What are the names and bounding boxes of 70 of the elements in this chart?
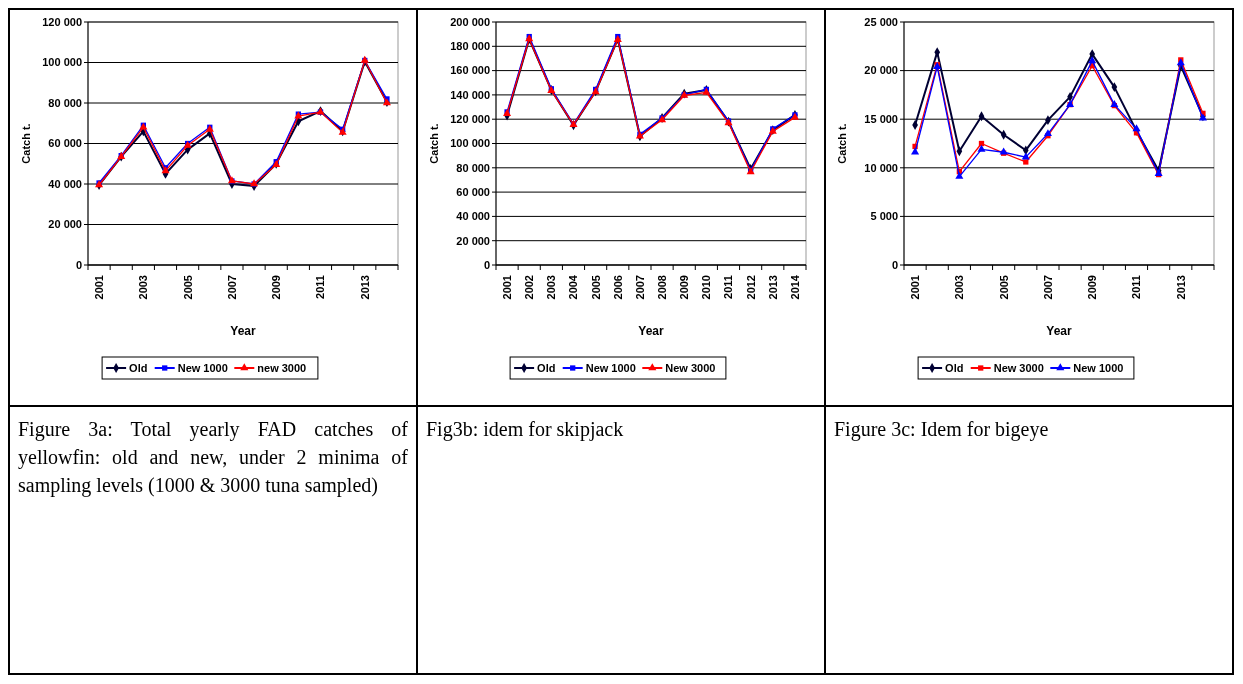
y-tick-label: 40 000 — [48, 177, 82, 190]
x-tick-label: 2007 — [225, 275, 238, 300]
y-tick-label: 40 000 — [456, 210, 490, 223]
y-tick-label: 120 000 — [450, 113, 490, 126]
y-tick-label: 80 000 — [456, 161, 490, 174]
y-tick-label: 60 000 — [456, 185, 490, 198]
legend-label: Old — [945, 361, 964, 374]
y-tick-label: 15 000 — [864, 113, 898, 126]
legend-label: Old — [129, 361, 148, 374]
x-tick-label: 2010 — [700, 275, 713, 300]
y-tick-label: 100 000 — [42, 56, 82, 69]
x-tick-label: 2013 — [1174, 275, 1187, 300]
y-tick-label: 80 000 — [48, 96, 82, 109]
y-tick-label: 140 000 — [450, 88, 490, 101]
x-tick-label: 2012 — [744, 275, 757, 300]
y-tick-label: 5 000 — [870, 210, 898, 223]
y-tick-label: 0 — [483, 258, 490, 271]
y-tick-label: 0 — [75, 258, 82, 271]
x-tick-label: 2003 — [137, 275, 150, 300]
y-tick-label: 180 000 — [450, 40, 490, 53]
y-axis-title: Catch t. — [836, 123, 848, 164]
x-tick-label: 2007 — [633, 275, 646, 300]
x-tick-label: 2002 — [523, 275, 536, 300]
x-tick-label: 2011 — [314, 275, 327, 299]
x-tick-label: 2013 — [358, 275, 371, 300]
legend-label: new 3000 — [257, 361, 307, 374]
x-axis-title: Year — [638, 324, 665, 338]
legend-label: New 1000 — [177, 361, 228, 374]
y-tick-label: 20 000 — [48, 218, 82, 231]
y-axis-title: Catch t. — [20, 123, 32, 164]
y-tick-label: 0 — [891, 258, 898, 271]
x-tick-label: 2014 — [788, 274, 801, 300]
x-tick-label: 2009 — [1086, 275, 1099, 300]
x-tick-label: 2005 — [181, 275, 194, 300]
x-tick-label: 2009 — [270, 275, 283, 300]
y-tick-label: 20 000 — [456, 234, 490, 247]
legend-label: New 3000 — [665, 361, 716, 374]
legend-label: New 1000 — [585, 361, 636, 374]
x-tick-label: 2011 — [1130, 275, 1143, 299]
y-tick-label: 200 000 — [450, 15, 490, 28]
legend-label: Old — [537, 361, 556, 374]
y-tick-label: 25 000 — [864, 15, 898, 28]
y-tick-label: 60 000 — [48, 137, 82, 150]
x-tick-label: 2006 — [611, 275, 624, 300]
legend-label: New 3000 — [993, 361, 1044, 374]
x-tick-label: 2011 — [722, 275, 735, 299]
caption: Figure 3a: Total yearly FAD catches of yellowfin: old and new, under 2 minima of sampling levels (1000 & 3000 tuna sampled) — [18, 417, 408, 499]
caption: Fig3b: idem for skipjack — [426, 417, 625, 443]
x-tick-label: 2004 — [567, 274, 580, 300]
x-tick-label: 2003 — [545, 275, 558, 300]
x-axis-title: Year — [230, 324, 257, 338]
y-tick-label: 120 000 — [42, 15, 82, 28]
x-tick-label: 2003 — [953, 275, 966, 300]
x-tick-label: 2009 — [678, 275, 691, 300]
y-axis-title: Catch t. — [428, 123, 440, 164]
legend-label: New 1000 — [1073, 361, 1124, 374]
y-tick-label: 100 000 — [450, 137, 490, 150]
y-tick-label: 160 000 — [450, 64, 490, 77]
x-axis-title: Year — [1046, 324, 1073, 338]
x-tick-label: 2001 — [92, 275, 105, 300]
x-tick-label: 2001 — [908, 275, 921, 300]
x-tick-label: 2008 — [655, 275, 668, 300]
x-tick-label: 2013 — [766, 275, 779, 300]
x-tick-label: 2001 — [500, 275, 513, 300]
x-tick-label: 2005 — [589, 275, 602, 300]
caption: Figure 3c: Idem for bigeye — [834, 417, 1050, 443]
x-tick-label: 2005 — [997, 275, 1010, 300]
x-tick-label: 2007 — [1041, 275, 1054, 300]
y-tick-label: 20 000 — [864, 64, 898, 77]
y-tick-label: 10 000 — [864, 161, 898, 174]
